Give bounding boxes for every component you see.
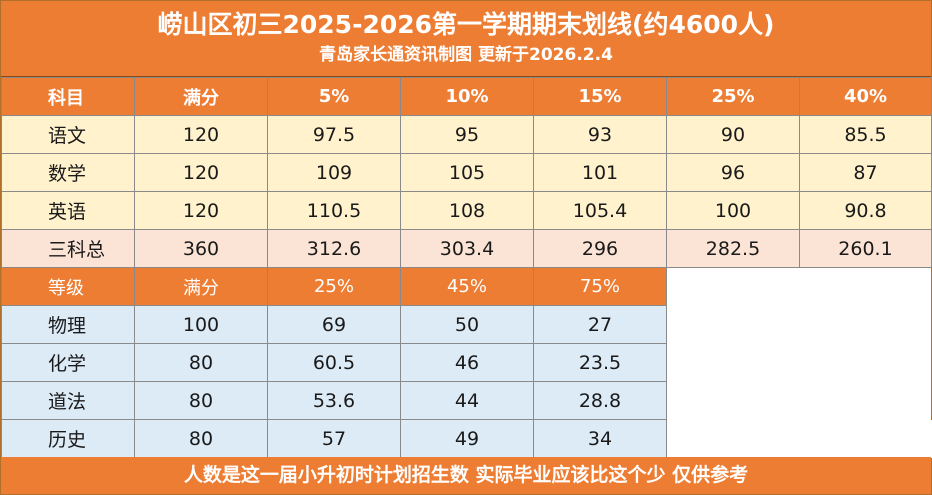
row-label: 三科总: [1, 229, 135, 268]
table-cell: 87: [799, 153, 932, 192]
table-header-row: 等级 满分 25% 45% 75%: [1, 267, 932, 306]
table-cell: 80: [134, 381, 268, 420]
table-cell: 46: [400, 343, 534, 382]
page-subtitle: 青岛家长通资讯制图 更新于2026.2.4: [319, 45, 613, 65]
table-cell: 100: [134, 305, 268, 344]
table-header-row: 科目 满分 5% 10% 15% 25% 40%: [1, 77, 932, 116]
table-cell: 44: [400, 381, 534, 420]
table-cell: 10%: [400, 77, 534, 116]
table-cell: 15%: [533, 77, 667, 116]
table-cell: 97.5: [267, 115, 401, 154]
table-cell: 28.8: [533, 381, 667, 420]
table-cell: 60.5: [267, 343, 401, 382]
page-title: 崂山区初三2025-2026第一学期期末划线(约4600人): [157, 10, 775, 39]
empty-area: [666, 343, 932, 382]
table-cell: 101: [533, 153, 667, 192]
header-banner: 崂山区初三2025-2026第一学期期末划线(约4600人) 青岛家长通资讯制图…: [1, 1, 931, 77]
row-label: 等级: [1, 267, 135, 306]
row-label: 物理: [1, 305, 135, 344]
table-cell: 90.8: [799, 191, 932, 230]
row-label: 化学: [1, 343, 135, 382]
table-cell: 109: [267, 153, 401, 192]
table-cell: 90: [666, 115, 800, 154]
empty-area: [666, 419, 932, 458]
row-label: 语文: [1, 115, 135, 154]
table-cell: 120: [134, 191, 268, 230]
graded-subjects-table: 等级 满分 25% 45% 75% 物理 100 69 50 27 化学 80 60.5 46 23.5 道法…: [1, 267, 932, 458]
table-cell: 120: [134, 153, 268, 192]
table-cell: 360: [134, 229, 268, 268]
table-row: 三科总 360 312.6 303.4 296 282.5 260.1: [1, 229, 932, 268]
table-cell: 100: [666, 191, 800, 230]
table-cell: 34: [533, 419, 667, 458]
empty-area: [666, 381, 932, 420]
row-label: 道法: [1, 381, 135, 420]
table-cell: 303.4: [400, 229, 534, 268]
table-row: 物理 100 69 50 27: [1, 305, 932, 344]
table-cell: 80: [134, 419, 268, 458]
table-cell: 25%: [267, 267, 401, 306]
row-label: 英语: [1, 191, 135, 230]
row-label: 历史: [1, 419, 135, 458]
main-subjects-table: 科目 满分 5% 10% 15% 25% 40% 语文 120 97.5 95 93 90 85.5 数学 1…: [1, 77, 932, 268]
table-row: 化学 80 60.5 46 23.5: [1, 343, 932, 382]
empty-area: [666, 267, 932, 306]
table-cell: 260.1: [799, 229, 932, 268]
table-cell: 57: [267, 419, 401, 458]
table-cell: 75%: [533, 267, 667, 306]
table-cell: 85.5: [799, 115, 932, 154]
table-cell: 296: [533, 229, 667, 268]
table-cell: 93: [533, 115, 667, 154]
table-row: 数学 120 109 105 101 96 87: [1, 153, 932, 192]
table-cell: 105: [400, 153, 534, 192]
table-cell: 108: [400, 191, 534, 230]
table-cell: 45%: [400, 267, 534, 306]
table-cell: 95: [400, 115, 534, 154]
row-label: 数学: [1, 153, 135, 192]
table-cell: 40%: [799, 77, 932, 116]
table-cell: 53.6: [267, 381, 401, 420]
table-cell: 96: [666, 153, 800, 192]
table-cell: 110.5: [267, 191, 401, 230]
table-cell: 69: [267, 305, 401, 344]
table-cell: 80: [134, 343, 268, 382]
table-row: 英语 120 110.5 108 105.4 100 90.8: [1, 191, 932, 230]
table-cell: 120: [134, 115, 268, 154]
empty-area: [666, 305, 932, 344]
table-row: 历史 80 57 49 34: [1, 419, 932, 458]
table-cell: 满分: [134, 267, 268, 306]
table-cell: 27: [533, 305, 667, 344]
table-row: 语文 120 97.5 95 93 90 85.5: [1, 115, 932, 154]
table-cell: 满分: [134, 77, 268, 116]
footer-note: 人数是这一届小升初时计划招生数 实际毕业应该比这个少 仅供参考: [1, 457, 931, 494]
table-cell: 105.4: [533, 191, 667, 230]
table-cell: 23.5: [533, 343, 667, 382]
table-cell: 50: [400, 305, 534, 344]
table-row: 道法 80 53.6 44 28.8: [1, 381, 932, 420]
table-cell: 282.5: [666, 229, 800, 268]
table-cell: 25%: [666, 77, 800, 116]
table-cell: 5%: [267, 77, 401, 116]
row-label: 科目: [1, 77, 135, 116]
table-cell: 312.6: [267, 229, 401, 268]
table-cell: 49: [400, 419, 534, 458]
